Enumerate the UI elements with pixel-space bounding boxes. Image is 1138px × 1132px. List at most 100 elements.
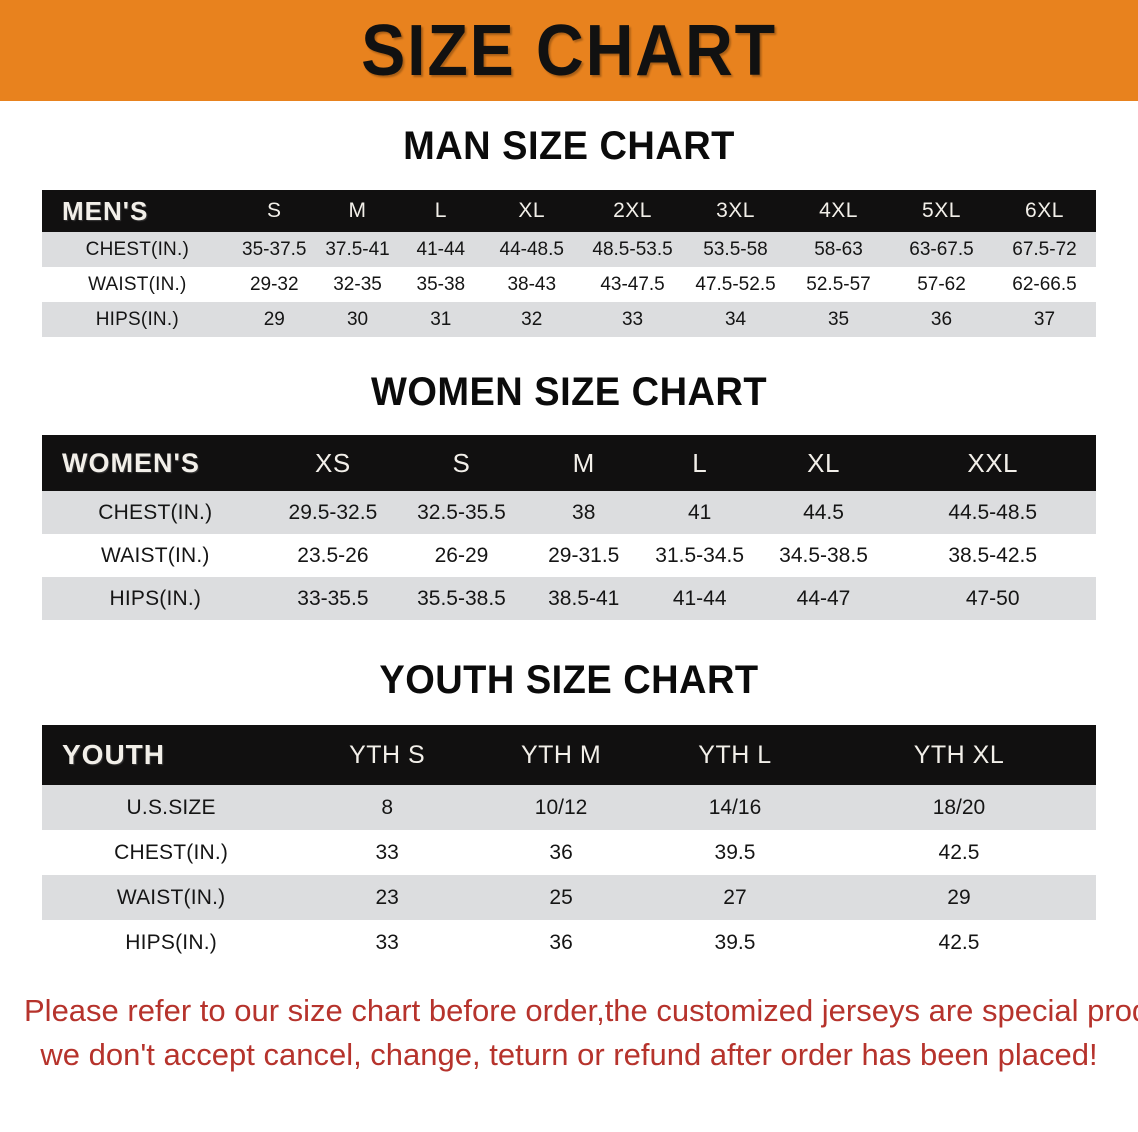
youth-waist-l: 27 [723, 885, 747, 909]
man-col-header-m: M [348, 199, 367, 222]
women-waist-xxl: 38.5-42.5 [948, 543, 1038, 567]
man-waist-5xl: 57-62 [917, 273, 966, 295]
man-waist-6xl: 62-66.5 [1012, 273, 1077, 295]
women-chest-s: 32.5-35.5 [417, 500, 506, 524]
man-chest-6xl: 67.5-72 [1012, 238, 1077, 260]
women-chest-m: 38 [572, 500, 596, 524]
women-chest-xs: 29.5-32.5 [288, 500, 378, 524]
women-col-header-s: S [452, 447, 471, 478]
youth-ussize-l: 14/16 [708, 795, 762, 819]
youth-chest-xl: 42.5 [938, 840, 980, 864]
youth-chest-m: 36 [549, 840, 573, 864]
man-corner-label: MEN'S [62, 195, 149, 226]
women-col-header-l: L [692, 447, 708, 478]
man-size-table-wrapper: MEN'S S M L XL 2XL 3XL 4XL 5XL 6XL CHEST… [42, 190, 1096, 337]
youth-col-header-s: YTH S [349, 740, 426, 769]
man-row-label-chest: CHEST(IN.) [85, 238, 189, 260]
women-hips-xl: 44-47 [796, 586, 851, 610]
youth-col-header-xl: YTH XL [913, 740, 1005, 769]
women-waist-xs: 23.5-26 [297, 543, 369, 567]
women-col-header-m: M [572, 447, 595, 478]
man-col-header-6xl: 6XL [1025, 199, 1064, 222]
youth-chest-l: 39.5 [714, 840, 756, 864]
youth-waist-xl: 29 [947, 885, 971, 909]
man-hips-5xl: 36 [930, 308, 953, 330]
man-chest-3xl: 53.5-58 [703, 238, 768, 260]
youth-row-label-waist: WAIST(IN.) [116, 885, 226, 909]
women-row-label-waist: WAIST(IN.) [101, 543, 210, 567]
women-hips-l: 41-44 [672, 586, 727, 610]
man-hips-xl: 32 [521, 308, 543, 330]
man-hips-l: 31 [430, 308, 452, 330]
youth-waist-m: 25 [549, 885, 573, 909]
youth-row-label-chest: CHEST(IN.) [114, 840, 229, 864]
table-row: WAIST(IN.) 23.5-26 26-29 29-31.5 31.5-34… [42, 534, 1096, 577]
women-col-header-xl: XL [807, 447, 840, 478]
women-waist-xl: 34.5-38.5 [779, 543, 868, 567]
man-chest-5xl: 63-67.5 [909, 238, 974, 260]
man-hips-3xl: 34 [724, 308, 747, 330]
table-row: HIPS(IN.) 33 36 39.5 42.5 [42, 920, 1096, 965]
disclaimer-line-2: we don't accept cancel, change, teturn o… [40, 1037, 1098, 1073]
youth-ussize-xl: 18/20 [932, 795, 986, 819]
man-table-header-row: MEN'S S M L XL 2XL 3XL 4XL 5XL 6XL [42, 190, 1096, 232]
page-title: SIZE CHART [361, 10, 777, 91]
women-size-table: WOMEN'S XS S M L XL XXL CHEST(IN.) 29.5-… [42, 435, 1096, 620]
table-row: WAIST(IN.) 29-32 32-35 35-38 38-43 43-47… [42, 267, 1096, 302]
man-col-header-s: S [267, 199, 282, 222]
man-chest-2xl: 48.5-53.5 [592, 238, 673, 260]
man-col-header-5xl: 5XL [922, 199, 961, 222]
man-col-header-xl: XL [518, 199, 546, 222]
women-size-table-wrapper: WOMEN'S XS S M L XL XXL CHEST(IN.) 29.5-… [42, 435, 1096, 620]
table-row: U.S.SIZE 8 10/12 14/16 18/20 [42, 785, 1096, 830]
youth-hips-l: 39.5 [714, 930, 756, 954]
women-corner-label: WOMEN'S [62, 447, 200, 478]
table-row: CHEST(IN.) 29.5-32.5 32.5-35.5 38 41 44.… [42, 491, 1096, 534]
man-hips-m: 30 [346, 308, 369, 330]
youth-row-label-us-size: U.S.SIZE [126, 795, 216, 819]
man-row-label-waist: WAIST(IN.) [88, 273, 187, 295]
man-chest-l: 41-44 [416, 238, 466, 260]
women-waist-s: 26-29 [434, 543, 489, 567]
man-hips-6xl: 37 [1033, 308, 1056, 330]
man-hips-s: 29 [263, 308, 285, 330]
table-row: CHEST(IN.) 35-37.5 37.5-41 41-44 44-48.5… [42, 232, 1096, 267]
table-row: CHEST(IN.) 33 36 39.5 42.5 [42, 830, 1096, 875]
women-row-label-hips: HIPS(IN.) [109, 586, 202, 610]
youth-col-header-l: YTH L [698, 740, 772, 769]
man-waist-2xl: 43-47.5 [600, 273, 665, 295]
youth-col-header-m: YTH M [520, 740, 602, 769]
man-hips-2xl: 33 [621, 308, 644, 330]
table-row: HIPS(IN.) 29 30 31 32 33 34 35 36 37 [42, 302, 1096, 337]
women-chest-xxl: 44.5-48.5 [948, 500, 1038, 524]
man-section-heading: MAN SIZE CHART [403, 124, 735, 168]
man-chest-m: 37.5-41 [325, 238, 390, 260]
table-row: WAIST(IN.) 23 25 27 29 [42, 875, 1096, 920]
women-chest-l: 41 [687, 500, 712, 524]
man-waist-l: 35-38 [416, 273, 466, 295]
women-table-header-row: WOMEN'S XS S M L XL XXL [42, 435, 1096, 491]
youth-waist-s: 23 [375, 885, 399, 909]
disclaimer-line-1: Please refer to our size chart before or… [24, 993, 1138, 1028]
man-waist-xl: 38-43 [507, 273, 557, 295]
youth-table-header-row: YOUTH YTH S YTH M YTH L YTH XL [42, 725, 1096, 785]
women-col-header-xxl: XXL [967, 447, 1019, 478]
youth-row-label-hips: HIPS(IN.) [125, 930, 217, 954]
youth-corner-label: YOUTH [62, 739, 165, 770]
disclaimer-text: Please refer to our size chart before or… [24, 989, 1138, 1077]
women-waist-m: 29-31.5 [548, 543, 620, 567]
man-col-header-l: L [434, 199, 447, 222]
women-chest-xl: 44.5 [803, 500, 844, 524]
youth-ussize-m: 10/12 [534, 795, 588, 819]
women-section-heading: WOMEN SIZE CHART [370, 370, 768, 414]
women-hips-xs: 33-35.5 [297, 586, 369, 610]
man-size-table: MEN'S S M L XL 2XL 3XL 4XL 5XL 6XL CHEST… [42, 190, 1096, 337]
man-col-header-4xl: 4XL [819, 199, 858, 222]
women-waist-l: 31.5-34.5 [655, 543, 745, 567]
women-hips-m: 38.5-41 [548, 586, 620, 610]
man-waist-m: 32-35 [333, 273, 382, 295]
women-row-label-chest: CHEST(IN.) [98, 500, 213, 524]
women-hips-xxl: 47-50 [965, 586, 1020, 610]
man-col-header-2xl: 2XL [613, 199, 652, 222]
youth-hips-m: 36 [549, 930, 573, 954]
